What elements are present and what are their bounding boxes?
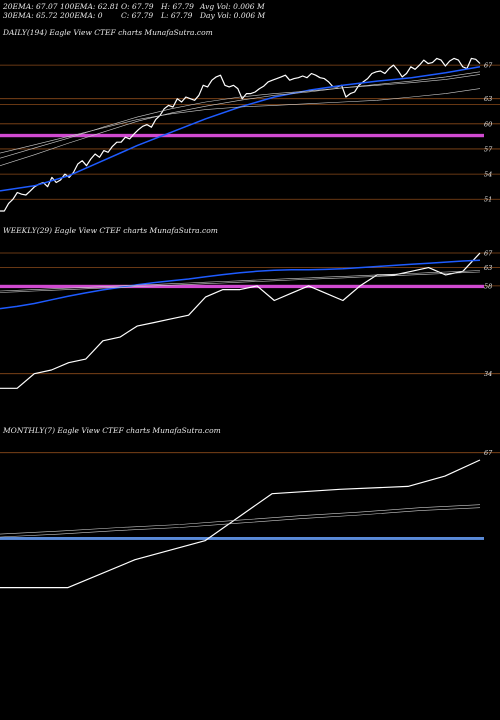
daily-ema-slow-3-line bbox=[0, 88, 481, 154]
daily-ytick-67: 67 bbox=[484, 62, 493, 70]
daily-ytick-54: 54 bbox=[484, 171, 492, 179]
monthly-panel-title: MONTHLY(7) Eagle View CTEF charts Munafa… bbox=[3, 426, 221, 435]
weekly-panel-title: WEEKLY(29) Eagle View CTEF charts Munafa… bbox=[3, 226, 218, 235]
ema100-readout: 100EMA: 62.81 bbox=[60, 2, 120, 11]
daily-highlight-band bbox=[0, 133, 484, 138]
day-volume-readout: Day Vol: 0.006 M bbox=[200, 11, 266, 20]
monthly-highlight-band bbox=[0, 537, 484, 540]
monthly-ema-slow-1-line bbox=[0, 504, 481, 535]
weekly-ema-fast-line bbox=[0, 259, 481, 310]
daily-chart: 67 63 60 57 54 51 bbox=[0, 57, 500, 212]
monthly-chart: 67 bbox=[0, 449, 500, 589]
avg-volume-readout: Avg Vol: 0.006 M bbox=[200, 2, 265, 11]
ema30-readout: 30EMA: 65.72 bbox=[3, 11, 58, 20]
low-readout: L: 67.79 bbox=[161, 11, 193, 20]
daily-price-line bbox=[0, 57, 481, 212]
monthly-price-line bbox=[0, 459, 481, 589]
ema200-readout: 200EMA: 0 bbox=[60, 11, 103, 20]
open-readout: O: 67.79 bbox=[121, 2, 154, 11]
daily-ema-slow-1-line bbox=[0, 71, 481, 166]
monthly-ytick-67: 67 bbox=[484, 449, 493, 457]
weekly-ytick-67: 67 bbox=[484, 249, 493, 257]
weekly-ytick-34: 34 bbox=[484, 370, 492, 378]
daily-ema-slow-2-line bbox=[0, 74, 481, 159]
weekly-highlight-band bbox=[0, 284, 484, 289]
monthly-ema-slow-2-line bbox=[0, 507, 481, 538]
weekly-chart: 67 63 58 34 bbox=[0, 249, 500, 389]
daily-panel-title: DAILY(194) Eagle View CTEF charts Munafa… bbox=[3, 28, 213, 37]
weekly-ytick-63: 63 bbox=[484, 264, 492, 272]
daily-ytick-51: 51 bbox=[484, 196, 492, 204]
daily-ytick-60: 60 bbox=[484, 120, 492, 128]
daily-ytick-57: 57 bbox=[484, 145, 493, 153]
daily-ytick-63: 63 bbox=[484, 95, 492, 103]
weekly-ytick-58: 58 bbox=[484, 282, 492, 290]
weekly-ema-slow-2-line bbox=[0, 270, 481, 292]
daily-ema-fast-line bbox=[0, 66, 481, 192]
high-readout: H: 67.79 bbox=[161, 2, 194, 11]
close-readout: C: 67.79 bbox=[121, 11, 154, 20]
weekly-ema-slow-1-line bbox=[0, 271, 481, 293]
ema20-readout: 20EMA: 67.07 bbox=[3, 2, 58, 11]
